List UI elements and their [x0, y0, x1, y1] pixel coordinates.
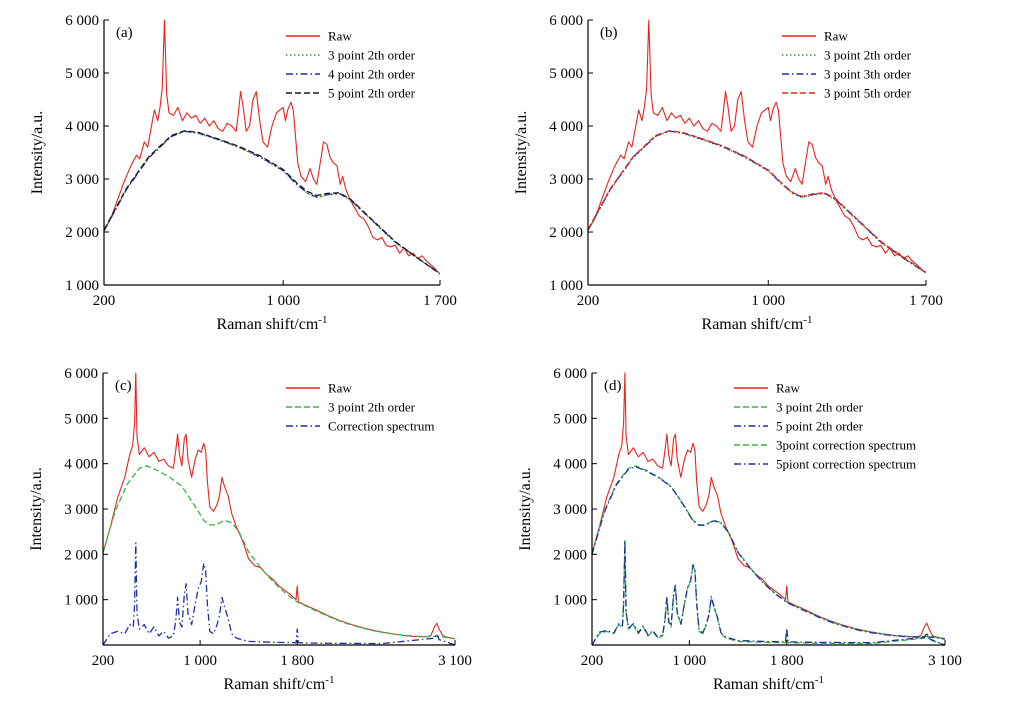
y-tick-label: 3 000 [549, 172, 583, 188]
x-tick-label: 3 100 [928, 653, 962, 669]
plot-area [104, 19, 440, 275]
x-tick-label: 1 000 [751, 293, 785, 309]
y-tick-label: 2 000 [65, 225, 99, 241]
y-tick-label: 4 000 [65, 119, 99, 135]
legend-label: 5piont correction spectrum [776, 457, 916, 472]
plot-area [588, 19, 926, 274]
x-tick-label: 200 [581, 653, 604, 669]
series-line-raw [104, 19, 439, 273]
y-tick-label: 5 000 [65, 66, 99, 82]
x-tick-label: 3 100 [438, 653, 472, 669]
legend: Raw 3 point 2th order Correction spectrum [286, 381, 435, 434]
legend-label: Raw [776, 381, 800, 396]
legend-label: 3 point 2th order [328, 400, 416, 415]
panel-label: (c) [115, 378, 132, 394]
legend-label: 3 point 2th order [328, 48, 416, 63]
x-tick-label: 1 000 [266, 293, 300, 309]
series-line-4-point-2th-order [104, 130, 440, 274]
y-tick-label: 4 000 [64, 457, 98, 473]
y-axis-title: Intensity/a.u. [28, 467, 45, 551]
y-tick-label: 6 000 [64, 366, 98, 382]
y-tick-label: 1 000 [65, 278, 99, 294]
y-tick-label: 3 000 [65, 172, 99, 188]
legend-label: 3 point 3th order [824, 67, 912, 82]
y-tick-label: 5 000 [553, 411, 587, 427]
x-tick-label: 1 800 [280, 653, 314, 669]
x-tick-label: 1 700 [909, 293, 943, 309]
legend-label: Raw [328, 29, 352, 44]
y-tick-label: 6 000 [549, 13, 583, 29]
y-tick-label: 2 000 [549, 225, 583, 241]
x-tick-label: 1 800 [770, 653, 804, 669]
legend-label: 5 point 2th order [328, 86, 416, 101]
legend-label: Correction spectrum [328, 419, 435, 434]
series-line-5piont-correction-spectrum [592, 540, 945, 645]
series-line-3-point-2th-order [592, 465, 945, 640]
x-axis-title: Raman shift/cm-1 [224, 674, 335, 693]
panel-c: 1 000 2 000 3 000 4 000 5 000 6 000 200 1 000 1 … [28, 366, 472, 693]
legend-label: Raw [328, 381, 352, 396]
y-tick-label: 2 000 [553, 547, 587, 563]
panel-d: 1 000 2 000 3 000 4 000 5 000 6 000 200 1 000 1 … [517, 366, 962, 693]
y-axis-title: Intensity/a.u. [29, 111, 46, 195]
series-line-correction-spectrum [103, 542, 455, 645]
y-tick-label: 1 000 [553, 593, 587, 609]
x-tick-label: 1 700 [423, 293, 457, 309]
legend: Raw 3 point 2th order 4 point 2th order 5 p… [286, 29, 416, 101]
x-axis-title: Raman shift/cm-1 [702, 314, 813, 333]
x-tick-label: 1 000 [673, 653, 707, 669]
x-axis-title: Raman shift/cm-1 [713, 674, 824, 693]
series-line-3-point-5th-order [588, 130, 926, 273]
panel-label: (d) [604, 378, 622, 394]
legend-label: 3point correction spectrum [776, 438, 916, 453]
panel-label: (b) [600, 25, 618, 41]
y-tick-label: 5 000 [549, 66, 583, 82]
legend-label: Raw [824, 29, 848, 44]
y-tick-label: 1 000 [64, 593, 98, 609]
legend-label: 3 point 2th order [824, 48, 912, 63]
y-axis-title: Intensity/a.u. [513, 111, 530, 195]
y-tick-label: 3 000 [64, 502, 98, 518]
plot-area [103, 372, 455, 645]
series-line-3-point-2th-order [103, 465, 455, 640]
legend-label: 3 point 2th order [776, 400, 864, 415]
x-tick-label: 200 [577, 293, 600, 309]
y-tick-label: 5 000 [64, 411, 98, 427]
legend-label: 5 point 2th order [776, 419, 864, 434]
x-axis-title: Raman shift/cm-1 [217, 314, 328, 333]
series-line-5-point-2th-order [104, 130, 440, 275]
y-tick-label: 4 000 [549, 119, 583, 135]
y-tick-label: 4 000 [553, 457, 587, 473]
y-axis-title: Intensity/a.u. [517, 467, 534, 551]
series-line-raw [588, 19, 925, 273]
x-tick-label: 200 [92, 653, 115, 669]
y-tick-label: 2 000 [64, 547, 98, 563]
y-tick-label: 1 000 [549, 278, 583, 294]
x-tick-label: 1 000 [183, 653, 217, 669]
series-line-raw [103, 372, 455, 640]
legend: Raw 3 point 2th order 5 point 2th order 3po… [734, 381, 916, 472]
series-line-raw [592, 372, 945, 640]
y-tick-label: 6 000 [553, 366, 587, 382]
legend-label: 4 point 2th order [328, 67, 416, 82]
plot-area [592, 372, 945, 645]
legend-label: 3 point 5th order [824, 86, 912, 101]
legend: Raw 3 point 2th order 3 point 3th order 3 p… [782, 29, 912, 101]
panel-label: (a) [116, 25, 133, 41]
series-line-5-point-2th-order [592, 466, 945, 640]
y-tick-label: 3 000 [553, 502, 587, 518]
y-tick-label: 6 000 [65, 13, 99, 29]
x-tick-label: 200 [93, 293, 116, 309]
